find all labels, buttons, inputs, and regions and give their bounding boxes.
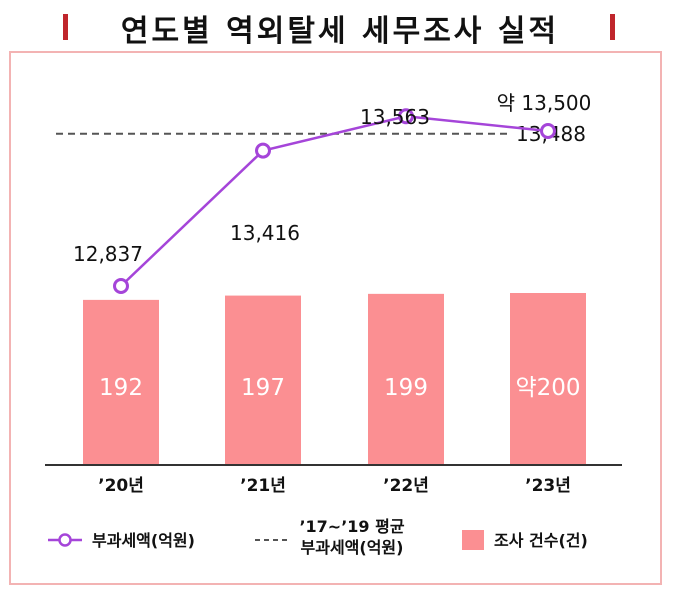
bar-value-label-1: 192	[99, 375, 143, 401]
bar-value-label-2: 197	[241, 375, 285, 401]
bar-4	[510, 293, 586, 465]
legend-dashed-label-line1: ’17~’19 평균	[299, 517, 404, 536]
legend-dashed-label-line2: 부과세액(억원)	[301, 538, 404, 557]
line-point-1	[113, 278, 129, 294]
x-tick-label-1: ’20년	[98, 476, 144, 496]
line-point-3	[398, 108, 414, 125]
line-value-label-1: 12,837	[73, 242, 143, 266]
bar-value-label-3: 199	[384, 375, 428, 401]
title-row: 연도별 역외탈세 세무조사 실적	[0, 0, 680, 49]
bar-3	[368, 293, 444, 465]
chart-title: 연도별 역외탈세 세무조사 실적	[120, 14, 560, 49]
bar-value-label-4: 약200	[515, 375, 580, 401]
legend-line-marker	[58, 533, 72, 547]
line-point-2	[255, 142, 271, 159]
line-point-4	[540, 123, 556, 139]
title-accent-bar-right	[610, 14, 615, 40]
legend-line-label: 부과세액(억원)	[92, 531, 195, 550]
x-tick-label-2: ’21년	[240, 476, 286, 496]
line-series	[120, 115, 549, 287]
line-value-label-3: 13,563	[360, 105, 430, 129]
legend-bar-symbol	[462, 530, 484, 550]
chart-frame	[9, 51, 662, 585]
title-accent-bar-left	[63, 14, 68, 40]
line-value-label-4: 약 13,500	[497, 91, 592, 115]
bar-2	[225, 295, 301, 465]
bar-1	[83, 299, 159, 465]
line-value-label-2: 13,416	[230, 221, 300, 245]
legend-bar-label: 조사 건수(건)	[494, 531, 588, 550]
x-tick-label-4: ’23년	[525, 476, 571, 496]
x-tick-label-3: ’22년	[383, 476, 429, 496]
